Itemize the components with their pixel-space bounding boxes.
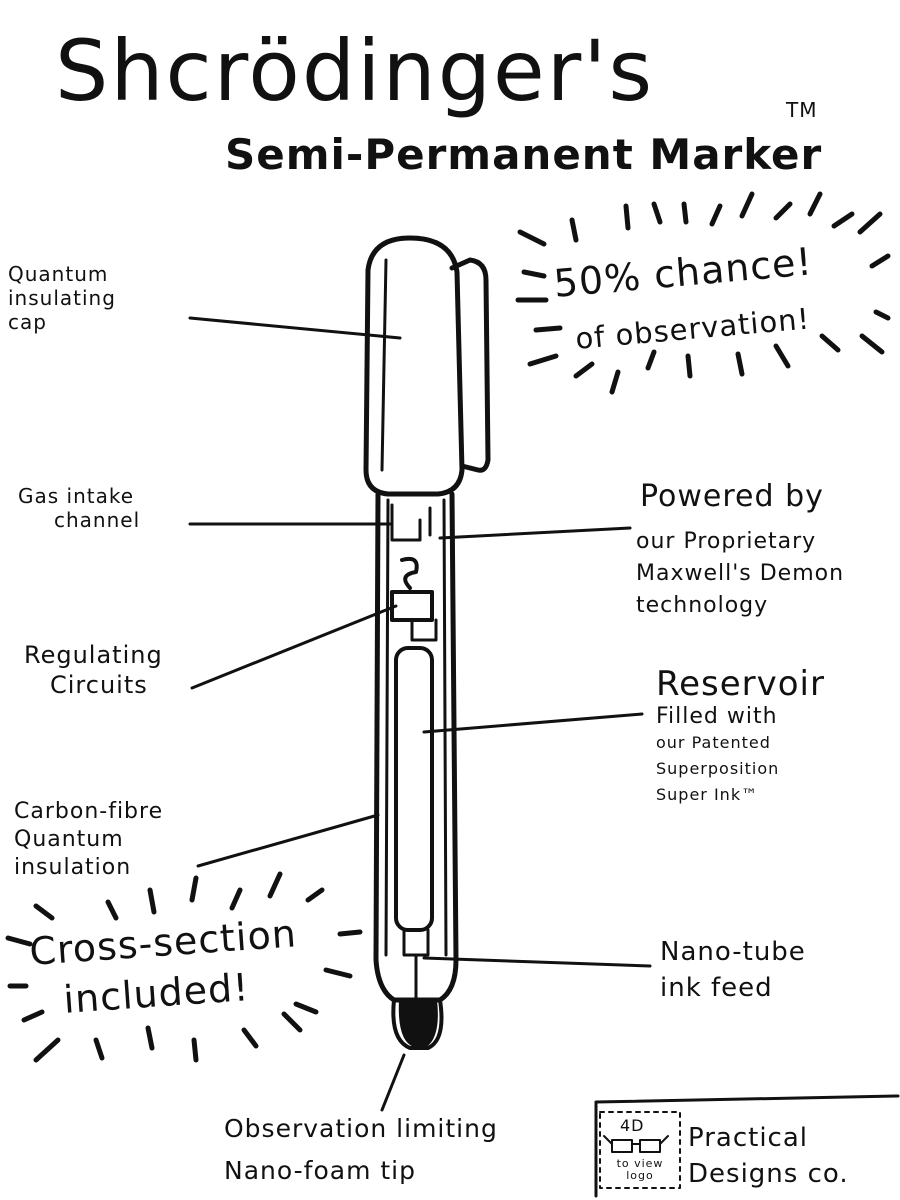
logo-frame (594, 1094, 900, 1198)
logo-badge (599, 1111, 681, 1189)
leader-nanotube (422, 956, 652, 968)
leader-carbon (196, 813, 380, 868)
page-subtitle: Semi-Permanent Marker (225, 130, 823, 179)
label-quantum-cap: Quantum insulating cap (8, 262, 116, 334)
label-reservoir-title: Reservoir (656, 664, 825, 704)
gas-intake-channel (390, 503, 432, 542)
leader-cap (188, 316, 402, 340)
nano-tube-feed (402, 928, 430, 1002)
label-powered-by: Powered by (640, 479, 824, 514)
marker-barrel-inner (384, 498, 448, 957)
logo-badge-top: 4D (620, 1116, 645, 1135)
marker-cap (363, 235, 465, 497)
company-name: Practical Designs co. (688, 1123, 849, 1189)
marker-tip-outline (391, 998, 444, 1050)
label-regulating-circuits: Regulating Circuits (24, 641, 163, 699)
label-gas-intake: Gas intake channel (18, 484, 141, 532)
maxwell-demon-device (400, 556, 419, 590)
label-maxwell-demon: our Proprietary Maxwell's Demon technolo… (636, 529, 845, 618)
leader-reservoir (422, 712, 644, 734)
ink-reservoir (394, 646, 434, 932)
leader-tip (380, 1053, 406, 1112)
marker-tip-fill (398, 999, 438, 1047)
leader-regulating (190, 604, 398, 690)
glasses-icon (603, 1135, 669, 1153)
label-carbon-fibre: Carbon-fibre Quantum insulation (14, 799, 164, 880)
logo-badge-bottom: to view logo (616, 1157, 664, 1182)
burst-bottom-rays (5, 871, 363, 1063)
burst-top-rays (515, 191, 891, 395)
marker-cap-highlight (380, 258, 388, 472)
label-nano-tube-feed: Nano-tube ink feed (660, 937, 806, 1003)
marker-cap-clip (449, 257, 491, 473)
regulating-circuits-block (390, 590, 434, 622)
page-title: Shcrödinger's (55, 22, 655, 120)
label-nano-foam-tip: Observation limiting Nano-foam tip (224, 1114, 498, 1185)
leader-powered (438, 526, 632, 540)
label-reservoir-desc: Filled with our Patented Superposition S… (656, 704, 780, 804)
trademark-mark: TM (786, 98, 818, 122)
